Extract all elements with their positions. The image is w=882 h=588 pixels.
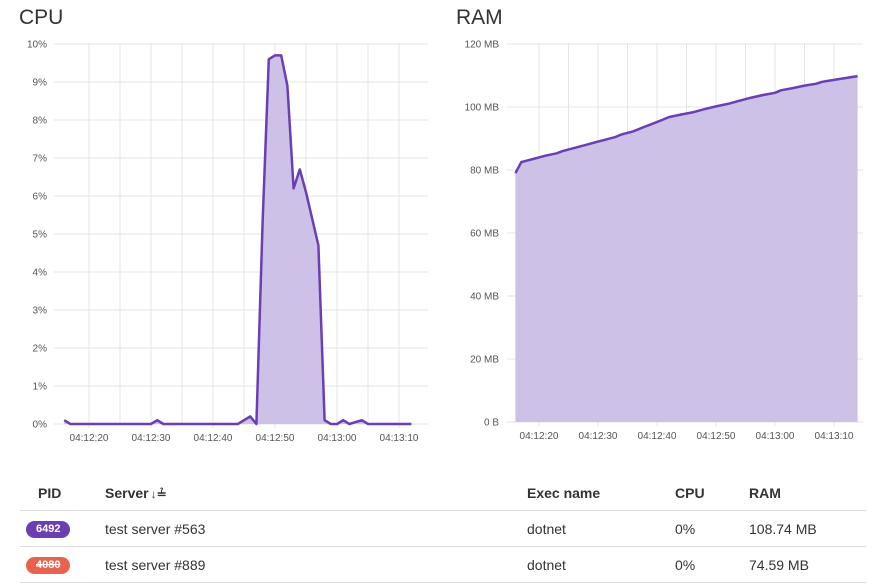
cpu-y-tick-label: 8% bbox=[33, 116, 48, 127]
ram-panel-title: RAM bbox=[456, 6, 503, 29]
cpu-y-tick-label: 0% bbox=[33, 420, 48, 431]
process-table: PID Server ↓≟ Exec name CPU RAM 6492 test… bbox=[20, 476, 866, 583]
cpu-cell: 0% bbox=[675, 510, 749, 547]
exec-name-cell: dotnet bbox=[527, 510, 675, 547]
cpu-y-tick-label: 10% bbox=[27, 40, 47, 51]
sort-descending-icon[interactable]: ↓≟ bbox=[150, 487, 167, 501]
ram-x-tick-label: 04:12:50 bbox=[697, 431, 736, 442]
ram-cell: 74.59 MB bbox=[749, 546, 866, 583]
ram-y-tick-label: 100 MB bbox=[465, 103, 500, 114]
ram-x-tick-label: 04:13:10 bbox=[815, 431, 854, 442]
column-header-pid-label: PID bbox=[38, 485, 62, 501]
cpu-panel-title: CPU bbox=[19, 6, 64, 29]
cpu-chart: 10% 9% 8% 7% 6% 5% 4% 3% 2% 1% 0% 04:12:20 04:12:30 0… bbox=[27, 40, 428, 444]
column-header-cpu[interactable]: CPU bbox=[675, 476, 749, 511]
ram-x-tick-label: 04:12:20 bbox=[520, 431, 559, 442]
cpu-y-tick-label: 7% bbox=[33, 154, 48, 165]
ram-x-tick-label: 04:12:30 bbox=[579, 431, 618, 442]
cpu-x-tick-label: 04:12:20 bbox=[70, 433, 109, 444]
ram-series-line bbox=[514, 74, 858, 174]
table-header-row: PID Server ↓≟ Exec name CPU RAM bbox=[20, 476, 866, 511]
column-header-pid[interactable]: PID bbox=[20, 476, 105, 511]
pid-cell: 6492 bbox=[20, 510, 105, 547]
cpu-series-line bbox=[63, 54, 412, 426]
cpu-y-tick-label: 6% bbox=[33, 192, 48, 203]
cpu-x-tick-label: 04:12:30 bbox=[132, 433, 171, 444]
column-header-exec-name[interactable]: Exec name bbox=[527, 476, 675, 511]
ram-y-tick-label: 80 MB bbox=[470, 166, 499, 177]
cpu-y-tick-label: 5% bbox=[33, 230, 48, 241]
exec-name-cell: dotnet bbox=[527, 546, 675, 583]
cpu-y-tick-label: 4% bbox=[33, 268, 48, 279]
pid-cell: 4080 bbox=[20, 546, 105, 583]
ram-y-tick-label: 60 MB bbox=[470, 229, 499, 240]
pid-badge-stopped: 4080 bbox=[26, 557, 71, 574]
ram-y-tick-label: 0 B bbox=[484, 418, 499, 429]
cpu-y-tick-label: 2% bbox=[33, 344, 48, 355]
column-header-server-label: Server bbox=[105, 485, 149, 501]
column-header-cpu-label: CPU bbox=[675, 485, 705, 501]
cpu-y-tick-label: 9% bbox=[33, 78, 48, 89]
ram-y-tick-label: 40 MB bbox=[470, 292, 499, 303]
cpu-cell: 0% bbox=[675, 546, 749, 583]
table-row[interactable]: 6492 test server #563 dotnet 0% 108.74 M… bbox=[20, 510, 866, 547]
server-cell: test server #889 bbox=[105, 546, 527, 583]
ram-chart: 120 MB 100 MB 80 MB 60 MB 40 MB 20 MB 0 B 04:12… bbox=[465, 40, 863, 442]
cpu-x-tick-label: 04:12:40 bbox=[194, 433, 233, 444]
ram-area-fill bbox=[515, 76, 858, 422]
ram-x-tick-label: 04:13:00 bbox=[756, 431, 795, 442]
pid-badge-running: 6492 bbox=[26, 521, 71, 538]
table-row[interactable]: 4080 test server #889 dotnet 0% 74.59 MB bbox=[20, 546, 866, 583]
cpu-area-fill bbox=[64, 55, 412, 425]
column-header-exec-label: Exec name bbox=[527, 485, 601, 501]
column-header-ram-label: RAM bbox=[749, 485, 781, 501]
ram-cell: 108.74 MB bbox=[749, 510, 866, 547]
ram-y-tick-label: 20 MB bbox=[470, 355, 499, 366]
column-header-server[interactable]: Server ↓≟ bbox=[105, 476, 527, 511]
cpu-y-tick-label: 3% bbox=[33, 306, 48, 317]
server-cell: test server #563 bbox=[105, 510, 527, 547]
cpu-x-tick-label: 04:13:00 bbox=[318, 433, 357, 444]
ram-y-tick-label: 120 MB bbox=[465, 40, 500, 51]
cpu-y-tick-label: 1% bbox=[33, 382, 48, 393]
ram-x-tick-label: 04:12:40 bbox=[638, 431, 677, 442]
cpu-x-tick-label: 04:13:10 bbox=[380, 433, 419, 444]
cpu-x-tick-label: 04:12:50 bbox=[256, 433, 295, 444]
column-header-ram[interactable]: RAM bbox=[749, 476, 866, 511]
